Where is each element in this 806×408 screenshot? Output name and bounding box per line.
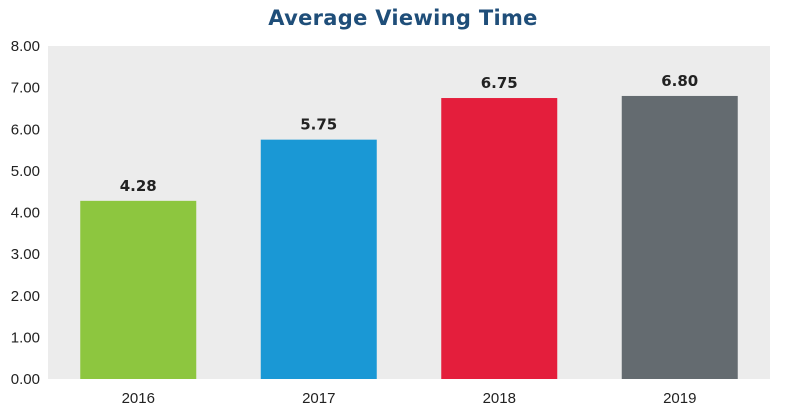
- y-tick-label: 0.00: [11, 371, 40, 388]
- y-axis-ticks: 0.00 1.00 2.00 3.00 4.00 5.00 6.00 7.00 8.00: [11, 38, 40, 388]
- data-label-2017: 5.75: [300, 116, 337, 134]
- y-tick-label: 1.00: [11, 329, 40, 346]
- x-tick-label-2017: 2017: [302, 390, 335, 407]
- y-tick-label: 5.00: [11, 163, 40, 180]
- y-tick-label: 4.00: [11, 205, 40, 222]
- y-tick-label: 2.00: [11, 288, 40, 305]
- x-tick-label-2018: 2018: [483, 390, 516, 407]
- y-tick-label: 8.00: [11, 38, 40, 55]
- data-label-2018: 6.75: [481, 74, 518, 92]
- bar-2016: [80, 200, 197, 379]
- data-label-2016: 4.28: [120, 177, 157, 195]
- y-tick-label: 6.00: [11, 121, 40, 138]
- y-tick-label: 3.00: [11, 246, 40, 263]
- bar-2017: [260, 139, 377, 379]
- x-axis-ticks: 2016 2017 2018 2019: [122, 390, 697, 407]
- data-labels: 4.28 5.75 6.75 6.80: [120, 72, 699, 195]
- bar-2019: [621, 95, 738, 379]
- bar-2018: [441, 98, 558, 379]
- x-tick-label-2019: 2019: [663, 390, 696, 407]
- bars: [80, 95, 738, 379]
- y-tick-label: 7.00: [11, 80, 40, 97]
- chart-title: Average Viewing Time: [268, 6, 538, 30]
- data-label-2019: 6.80: [661, 72, 698, 90]
- x-tick-label-2016: 2016: [122, 390, 155, 407]
